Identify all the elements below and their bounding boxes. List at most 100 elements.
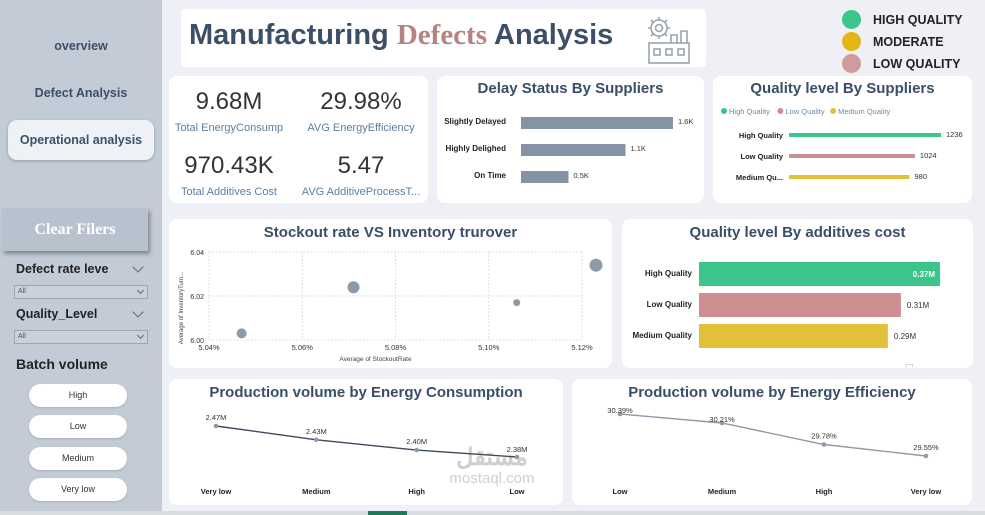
legend-dot-icon bbox=[842, 10, 861, 29]
data-label: 1024 bbox=[920, 151, 937, 160]
legend-moderate: MODERATE bbox=[842, 32, 944, 51]
data-point bbox=[213, 423, 219, 429]
kpi-avg-efficiency-label: AVG EnergyEfficiency bbox=[307, 122, 415, 134]
chevron-down-icon[interactable] bbox=[132, 306, 144, 318]
kpi-avg-process-value: 5.47 bbox=[337, 152, 385, 179]
bar bbox=[521, 144, 626, 156]
data-label: 0.29M bbox=[894, 332, 917, 341]
chevron-down-icon[interactable] bbox=[132, 261, 144, 273]
chart-title: Quality level By Suppliers bbox=[750, 80, 935, 97]
quality-suppliers-card: Quality level By Suppliers High Quality L… bbox=[713, 76, 972, 203]
x-tick-label: Very low bbox=[201, 487, 232, 496]
chart-title: Delay Status By Suppliers bbox=[477, 80, 664, 97]
energy-consumption-chart: 2.47M Very low 2.43M Medium 2.40M High 2.38M Lo… bbox=[201, 413, 528, 496]
data-label: 0.5K bbox=[574, 171, 589, 180]
y-axis-label: Average of InventoryTurn... bbox=[179, 271, 185, 344]
x-tick-label: 5.06% bbox=[292, 343, 314, 352]
title-part-3: Analysis bbox=[494, 19, 614, 51]
dropdown-arrow-icon bbox=[136, 286, 145, 295]
bar bbox=[789, 133, 941, 137]
x-tick-label: Low bbox=[510, 487, 525, 496]
data-label: 2.47M bbox=[206, 413, 227, 422]
x-tick-label: 5.12% bbox=[571, 343, 593, 352]
kpi-total-energy-label: Total EnergyConsump bbox=[174, 122, 284, 134]
slicer-quality-level-title: Quality_Level bbox=[16, 307, 98, 321]
y-tick-label: 6.02 bbox=[190, 294, 204, 301]
y-tick-label: 6.00 bbox=[190, 338, 204, 345]
quality-additives-chart: High Quality 0.37M Low Quality 0.31M Medium … bbox=[632, 262, 940, 368]
data-label: 1236 bbox=[946, 130, 963, 139]
legend-high-quality: HIGH QUALITY bbox=[842, 10, 963, 29]
series-line bbox=[619, 413, 927, 457]
data-label: 1.1K bbox=[631, 144, 646, 153]
data-label: 980 bbox=[915, 172, 928, 181]
x-axis-label: Average of StockoutRate bbox=[339, 356, 412, 363]
data-label: 2.38M bbox=[507, 445, 528, 454]
legend-dot bbox=[721, 108, 727, 114]
category-label: Low Quality bbox=[647, 300, 693, 309]
defect-rate-dropdown[interactable]: All bbox=[14, 285, 148, 299]
batch-option-low[interactable]: Low bbox=[29, 415, 127, 438]
x-tick-label: High bbox=[816, 487, 833, 496]
data-point bbox=[923, 453, 929, 459]
factory-gear-icon bbox=[648, 17, 690, 64]
category-label: High Quality bbox=[739, 131, 784, 140]
data-point bbox=[821, 442, 827, 447]
data-label: 30.21% bbox=[709, 415, 735, 424]
kpi-avg-efficiency-value: 29.98% bbox=[320, 88, 402, 115]
category-label: Medium Quality bbox=[632, 331, 692, 340]
data-label: 29.55% bbox=[913, 443, 939, 452]
x-tick-label: 5.08% bbox=[385, 343, 407, 352]
energy-efficiency-card: Production volume by Energy Efficiency 3… bbox=[572, 379, 972, 505]
energy-consumption-card: Production volume by Energy Consumption … bbox=[169, 379, 563, 505]
data-label: 30.39% bbox=[607, 406, 633, 415]
quality-suppliers-chart: High Quality Low Quality Medium Quality Hig… bbox=[721, 107, 963, 182]
bar bbox=[521, 171, 569, 183]
batch-option-medium[interactable]: Medium bbox=[29, 447, 127, 470]
batch-option-very-low[interactable]: Very low bbox=[29, 478, 127, 501]
x-tick-label: Medium bbox=[302, 487, 331, 496]
active-tab-indicator[interactable] bbox=[368, 511, 407, 515]
data-point bbox=[314, 437, 319, 443]
category-label: Slightly Delayed bbox=[444, 117, 506, 126]
page-tabs-bar bbox=[0, 511, 985, 515]
nav-operational-analysis[interactable]: Operational analysis bbox=[8, 120, 154, 160]
legend-label: MODERATE bbox=[873, 34, 944, 49]
data-label: 29.78% bbox=[811, 432, 837, 441]
nav-overview[interactable]: overview bbox=[54, 39, 108, 53]
x-tick-label: 5.04% bbox=[198, 343, 220, 352]
dropdown-arrow-icon bbox=[136, 331, 145, 340]
more-options-icon: ⬚ bbox=[905, 362, 914, 368]
quality-additives-card: Quality level By additives cost High Qua… bbox=[622, 219, 973, 368]
quality-level-dropdown[interactable]: All bbox=[14, 330, 148, 344]
data-label: 0.31M bbox=[907, 301, 930, 310]
header-card: Manufacturing Defects Analysis bbox=[181, 9, 706, 67]
kpi-card: 9.68M Total EnergyConsump 29.98% AVG Ene… bbox=[169, 76, 428, 203]
chart-title: Stockout rate VS Inventory trurover bbox=[263, 224, 518, 241]
legend-dot-icon bbox=[842, 54, 861, 73]
bar bbox=[699, 262, 940, 286]
nav-defect-analysis[interactable]: Defect Analysis bbox=[34, 86, 128, 100]
delay-status-chart: Slightly Delayed 1.6K Highly Delighed 1.1K O… bbox=[444, 117, 693, 183]
data-label: 0.37M bbox=[913, 270, 936, 279]
data-point bbox=[414, 447, 419, 453]
chart-title: Quality level By additives cost bbox=[689, 224, 906, 241]
title-part-1: Manufacturing bbox=[189, 19, 389, 51]
data-point bbox=[589, 258, 603, 272]
kpi-total-energy-value: 9.68M bbox=[195, 88, 263, 115]
clear-filters-button[interactable]: Clear Filers bbox=[2, 208, 148, 251]
dropdown-value: All bbox=[18, 333, 26, 340]
legend-dot-icon bbox=[842, 32, 861, 51]
legend-label: High Quality bbox=[729, 107, 770, 116]
kpi-additives-cost-value: 970.43K bbox=[184, 152, 274, 179]
chart-title: Production volume by Energy Efficiency bbox=[628, 384, 916, 401]
dropdown-value: All bbox=[18, 288, 26, 295]
kpi-additives-cost-label: Total Additives Cost bbox=[181, 186, 277, 198]
x-tick-label: Low bbox=[613, 487, 628, 496]
data-label: 1.6K bbox=[678, 117, 693, 126]
x-tick-label: 5.10% bbox=[478, 343, 500, 352]
batch-option-high[interactable]: High bbox=[29, 384, 127, 407]
category-label: On Time bbox=[474, 171, 506, 180]
data-point bbox=[513, 299, 521, 307]
legend-label: Medium Quality bbox=[838, 107, 890, 116]
